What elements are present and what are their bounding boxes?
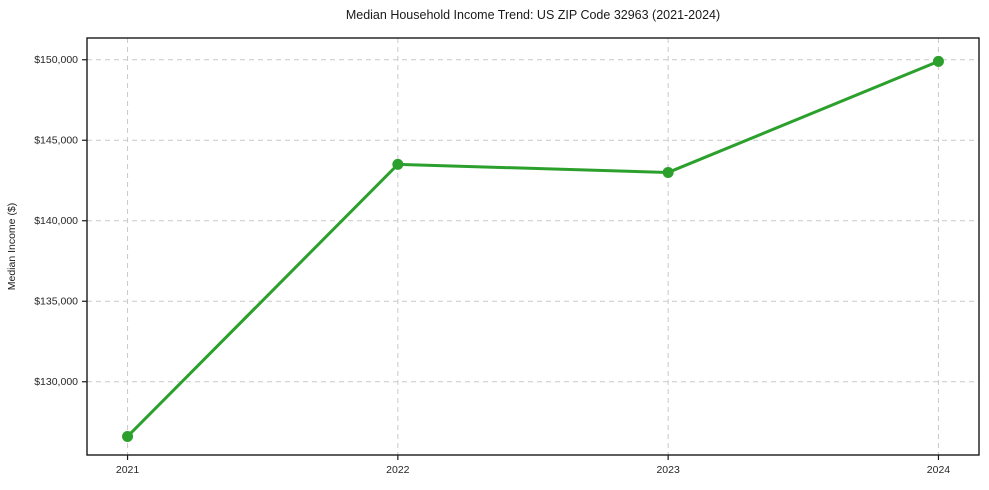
data-point-2023 (662, 166, 674, 178)
y-tick-label: $140,000 (34, 215, 78, 227)
x-tick-label: 2022 (386, 464, 410, 476)
chart-title: Median Household Income Trend: US ZIP Co… (345, 8, 721, 22)
data-point-2022 (392, 158, 404, 170)
data-point-2021 (122, 430, 134, 442)
y-axis-label: Median Income ($) (6, 203, 18, 291)
y-tick-label: $135,000 (34, 296, 78, 308)
x-tick-label: 2023 (656, 464, 680, 476)
data-point-2024 (932, 55, 944, 67)
income-trend-line (126, 59, 940, 438)
y-tick-label: $130,000 (34, 376, 78, 388)
plot-border (86, 37, 980, 456)
x-tick-label: 2021 (116, 464, 140, 476)
x-tick-label: 2024 (927, 464, 951, 476)
y-tick-label: $145,000 (34, 135, 78, 147)
y-tick-label: $150,000 (34, 54, 78, 66)
